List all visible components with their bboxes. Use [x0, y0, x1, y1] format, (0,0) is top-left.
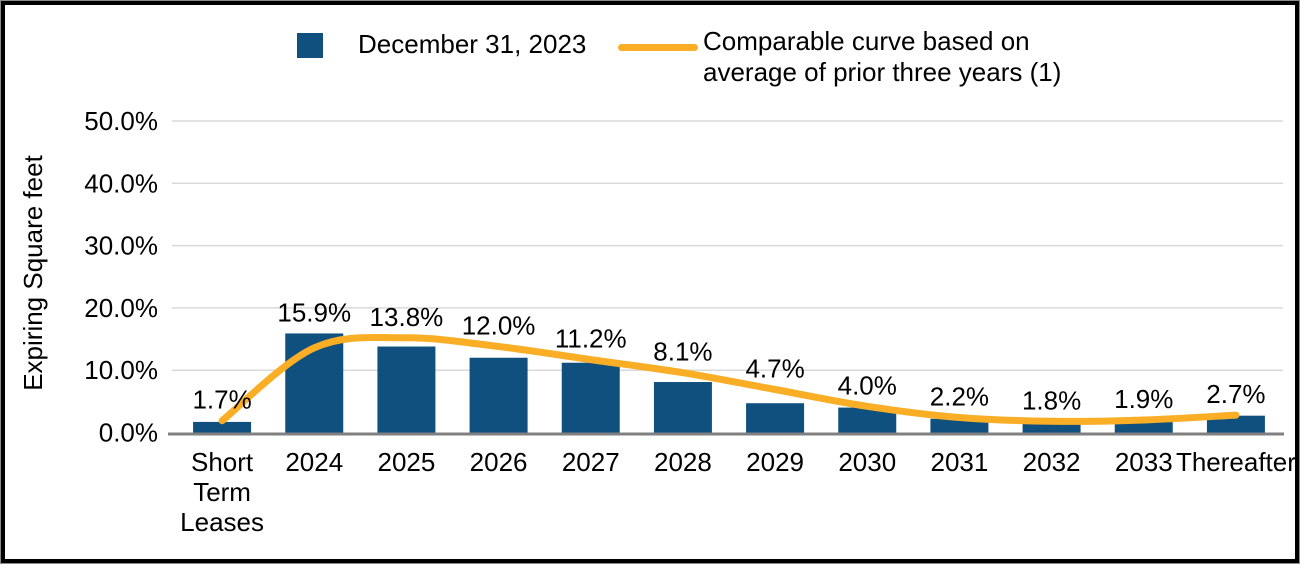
x-tick-label: 2027 [562, 447, 620, 477]
bar [930, 418, 989, 434]
y-tick-label: 30.0% [84, 231, 158, 261]
y-tick-label: 50.0% [84, 106, 158, 136]
x-tick-label: 2028 [654, 447, 712, 477]
x-tick-label: 2033 [1115, 447, 1173, 477]
line-series-swatch-icon [618, 44, 698, 51]
line-series-label: Comparable curve based on average of pri… [703, 26, 1061, 88]
x-tick-label: 2029 [746, 447, 804, 477]
bar-data-label: 8.1% [653, 337, 712, 367]
x-tick-label: 2032 [1023, 447, 1081, 477]
bar-data-label: 1.7% [192, 385, 251, 415]
bar-series-swatch-icon [297, 33, 323, 58]
y-tick-label: 40.0% [84, 168, 158, 198]
bar [653, 382, 712, 434]
chart-legend: December 31, 2023 Comparable curve based… [0, 0, 1300, 100]
y-tick-label: 20.0% [84, 293, 158, 323]
bar-data-label: 4.0% [838, 370, 897, 400]
line-series-label-line2: average of prior three years (1) [703, 57, 1062, 87]
x-tick-label: 2024 [285, 447, 343, 477]
bar [469, 357, 528, 434]
x-tick-label: 2031 [930, 447, 988, 477]
bar [746, 403, 805, 434]
x-tick-label: 2030 [838, 447, 896, 477]
y-tick-label: 0.0% [99, 418, 158, 448]
bar-data-label: 11.2% [555, 324, 627, 354]
bar-data-label: 1.9% [1114, 384, 1173, 414]
bar [377, 346, 436, 434]
y-axis-title: Expiring Square feet [18, 154, 48, 390]
comparable-curve [218, 333, 1240, 425]
bar [193, 421, 252, 434]
bar-data-label: 1.8% [1022, 385, 1081, 415]
x-tick-label: 2026 [470, 447, 528, 477]
bar-data-label: 2.2% [930, 382, 989, 412]
bar [1206, 415, 1265, 434]
bar [561, 362, 620, 434]
x-tick-label: Term [193, 477, 251, 507]
x-tick-label: Leases [180, 507, 264, 537]
bar-data-label: 4.7% [745, 354, 804, 384]
y-tick-label: 10.0% [84, 355, 158, 385]
x-tick-label: 2025 [377, 447, 435, 477]
bar-data-label: 2.7% [1206, 379, 1265, 409]
x-tick-label: Short [191, 447, 254, 477]
bar-data-label: 12.0% [462, 311, 536, 341]
line-series-label-line1: Comparable curve based on [703, 26, 1030, 56]
bar-series-label: December 31, 2023 [358, 29, 587, 59]
bar-data-label: 13.8% [370, 302, 444, 332]
x-tick-label: Thereafter [1176, 447, 1296, 477]
bar-data-label: 15.9% [277, 297, 351, 327]
